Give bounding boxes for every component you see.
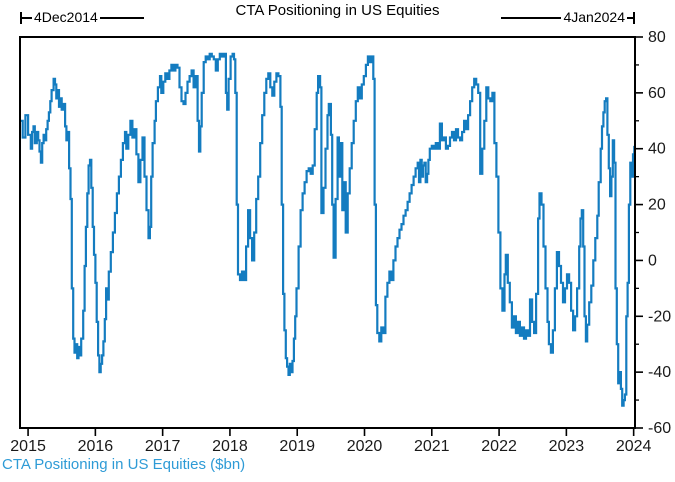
x-tick-label: 2016	[78, 438, 114, 455]
footer-label: CTA Positioning in US Equities ($bn)	[2, 456, 246, 473]
y-tick-label: -20	[648, 308, 671, 325]
x-tick-label: 2017	[145, 438, 181, 455]
y-tick-label: 80	[648, 29, 666, 46]
end-range-tick	[633, 12, 635, 24]
start-date-annotation: 4Dec2014	[20, 9, 144, 25]
y-tick-label: 20	[648, 197, 666, 214]
series-line	[20, 52, 636, 407]
x-tick-label: 2022	[481, 438, 517, 455]
x-tick-label: 2020	[347, 438, 383, 455]
y-tick-label: 0	[648, 252, 657, 269]
x-tick-label: 2015	[10, 438, 46, 455]
start-annotation-line-fill	[99, 17, 144, 19]
start-annotation-line	[22, 17, 32, 19]
x-tick-label: 2018	[212, 438, 248, 455]
y-tick-label: -40	[648, 364, 671, 381]
y-tick-label: 60	[648, 85, 666, 102]
x-tick-label: 2019	[279, 438, 315, 455]
end-date-label: 4Jan2024	[563, 9, 625, 25]
y-tick-label: 40	[648, 141, 666, 158]
start-range-tick	[20, 12, 22, 24]
x-tick-label: 2023	[549, 438, 585, 455]
chart-title: CTA Positioning in US Equities	[235, 2, 440, 19]
end-annotation-line	[627, 17, 633, 19]
y-tick-label: -60	[648, 420, 671, 437]
x-tick-label: 2024	[616, 438, 652, 455]
start-date-label: 4Dec2014	[34, 9, 98, 25]
end-date-annotation: 4Jan2024	[501, 9, 635, 25]
end-annotation-line-fill	[501, 17, 562, 19]
x-tick-label: 2021	[414, 438, 450, 455]
